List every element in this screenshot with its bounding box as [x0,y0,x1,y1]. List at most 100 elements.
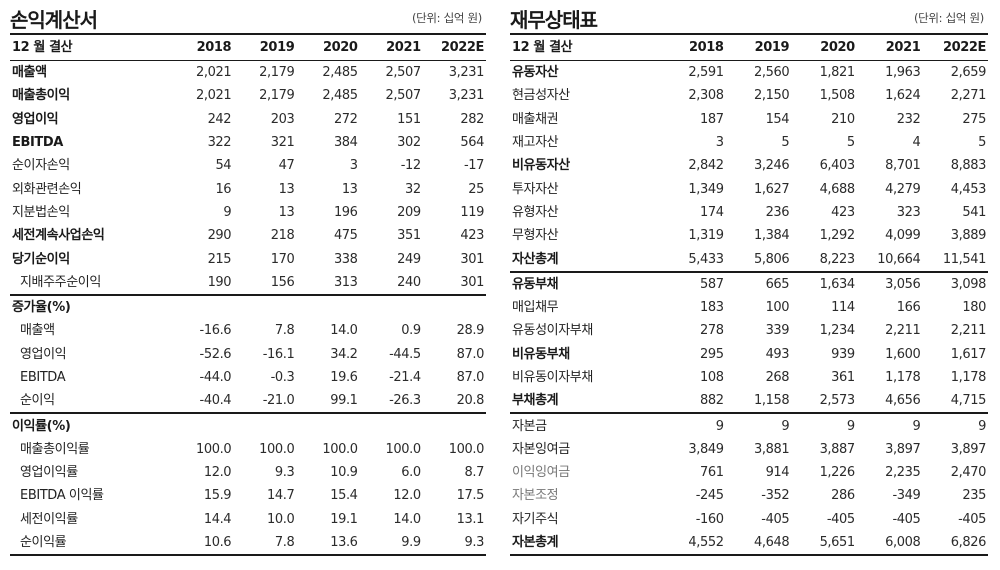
row-label: 비유동이자부채 [512,370,593,385]
table-row: 재고자산 3 5 5 4 5 [510,131,988,154]
cell-value: 2,470 [950,465,987,481]
cell-value: 99.1 [330,393,358,409]
income-statement-title-bar: 손익계산서 (단위: 십억 원) [10,0,486,35]
cell-value: 11,541 [942,251,986,267]
cell-value: -160 [695,511,724,527]
header-year: 2019 [259,40,295,55]
cell-value: 3,056 [885,276,921,292]
cell-value: 13 [341,181,358,197]
cell-value: 4,648 [753,535,790,551]
cell-value: 4,279 [885,181,921,197]
table-row: 자본조정 -245 -352 286 -349 235 [510,484,988,507]
cell-value: 2,573 [819,393,856,409]
row-label: 당기순이익 [12,251,70,267]
row-label: 세전계속사업손익 [12,228,105,244]
table-row: 지배주주순이익 190 156 313 240 301 [10,271,486,295]
cell-value: 2,659 [950,65,987,81]
cell-value: 14.4 [203,511,232,527]
cell-value: 100.0 [259,441,295,457]
cell-value: 1,624 [885,88,921,104]
row-label: 유동자산 [512,65,559,81]
cell-value: 665 [765,276,790,292]
cell-value: 170 [270,251,295,267]
cell-value: 151 [397,111,421,127]
cell-value: 268 [765,370,790,385]
table-row: EBITDA 322 321 384 302 564 [10,131,486,154]
cell-value: 2,021 [195,65,232,81]
cell-value: 5 [978,135,986,151]
cell-value: -52.6 [199,346,232,362]
cell-value: 87.0 [456,370,485,385]
table-row: EBITDA -44.0 -0.3 19.6 -21.4 87.0 [10,366,486,389]
cell-value: -44.5 [389,346,421,362]
cell-value: 100.0 [322,441,358,457]
row-label: 자기주식 [512,511,559,527]
cell-value: 3,887 [819,441,856,457]
balance-sheet-unit: (단위: 십억 원) [913,11,984,25]
cell-value: 321 [270,135,295,151]
table-row: 현금성자산 2,308 2,150 1,508 1,624 2,271 [510,84,988,107]
row-label: 자본잉여금 [512,441,570,457]
cell-value: 25 [468,181,484,197]
balance-sheet-body: 유동자산 2,591 2,560 1,821 1,963 2,659 현금성자산 2,308 2… [510,61,988,556]
table-row: 자본잉여금 3,849 3,881 3,887 3,897 3,897 [510,438,988,461]
cell-value: 2,021 [195,88,232,104]
table-row: 순이자손익 54 47 3 -12 -17 [10,154,486,177]
header-year: 2020 [322,40,358,55]
cell-value: 210 [831,111,855,127]
table-row: 부채총계 882 1,158 2,573 4,656 4,715 [510,389,988,413]
cell-value: 423 [831,204,855,220]
cell-value: 119 [460,204,484,220]
cell-value: 190 [207,274,232,290]
row-label: 지배주주순이익 [20,274,101,290]
income-statement-table: 12 월 결산 2018 2019 2020 2021 2022E 매출액 2,0… [10,35,486,556]
cell-value: 4 [912,135,921,151]
cell-value: 154 [765,111,790,127]
cell-value: 9 [715,418,724,434]
cell-value: -16.6 [199,323,232,339]
cell-value: 351 [397,228,421,244]
cell-value: 100.0 [195,441,232,457]
cell-value: 9 [846,418,855,434]
cell-value: 4,715 [950,393,987,409]
cell-value: 8,223 [819,251,856,267]
cell-value: 15.9 [203,488,232,504]
cell-value: 302 [397,135,421,151]
cell-value: 6.0 [401,465,421,481]
cell-value: -12 [400,158,421,174]
cell-value: 1,634 [819,276,856,292]
cell-value: 301 [460,274,484,290]
row-label: 자본총계 [512,535,559,551]
income-statement-body: 매출액 2,021 2,179 2,485 2,507 3,231 매출총이익 2,021 2,… [10,61,486,556]
cell-value: 20.8 [456,393,485,409]
table-row: 영업이익률 12.0 9.3 10.9 6.0 8.7 [10,461,486,484]
cell-value: 10,664 [877,251,921,267]
cell-value: 100.0 [385,441,422,457]
cell-value: 2,485 [322,88,358,104]
cell-value: 8,701 [885,158,921,174]
cell-value: 8.7 [464,465,485,481]
row-label: 순이익률 [20,535,67,551]
cell-value: 541 [962,204,986,220]
cell-value: 3,849 [688,441,724,457]
row-label: 순이자손익 [12,158,70,174]
table-row: 무형자산 1,319 1,384 1,292 4,099 3,889 [510,224,988,247]
cell-value: 209 [397,204,421,220]
row-label: 자산총계 [512,251,559,267]
table-row: 유동자산 2,591 2,560 1,821 1,963 2,659 [510,61,988,85]
cell-value: 2,591 [688,65,724,81]
cell-value: -17 [463,158,484,174]
cell-value: 100.0 [448,441,485,457]
row-label: 매출액 [20,323,55,339]
cell-value: 9.9 [401,535,421,551]
header-label: 12 월 결산 [512,40,573,55]
cell-value: 282 [460,111,484,127]
cell-value: 232 [896,111,921,127]
cell-value: 15.4 [330,488,358,504]
row-label: EBITDA [12,135,63,151]
cell-value: 7.8 [274,535,295,551]
cell-value: -405 [958,511,986,527]
row-label: 현금성자산 [512,88,570,104]
row-label: 영업이익 [20,346,67,362]
cell-value: 1,600 [885,346,921,362]
